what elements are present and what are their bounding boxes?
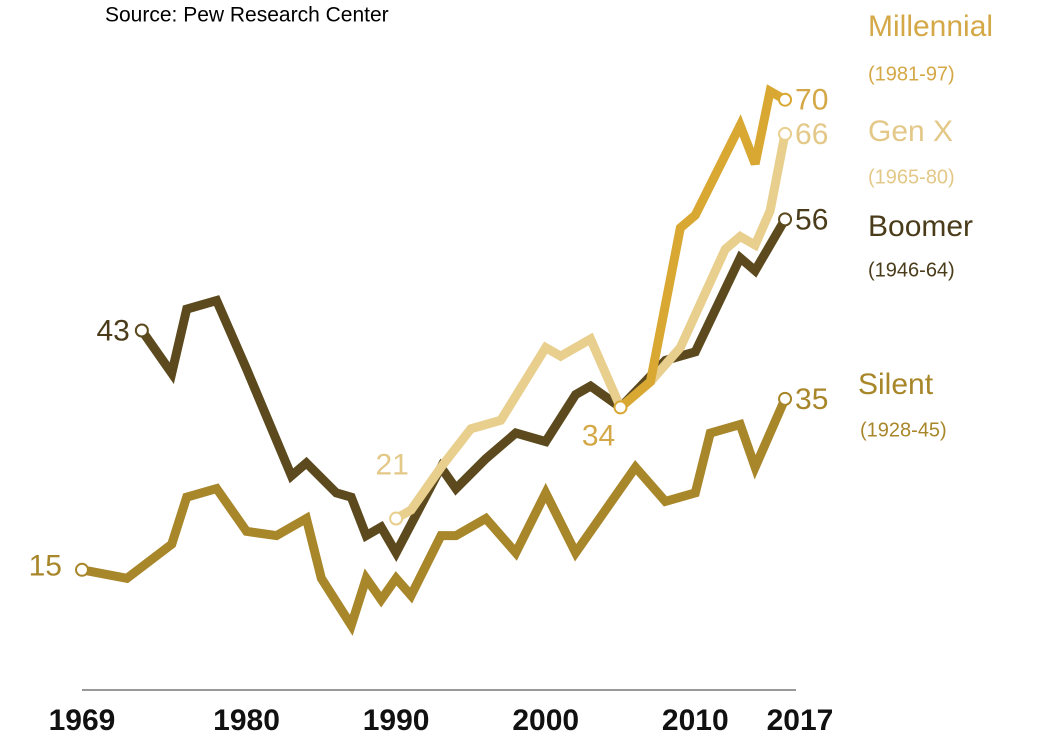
end-marker <box>389 511 404 526</box>
legend-name: Silent <box>858 368 934 401</box>
line <box>393 133 790 523</box>
end-marker <box>778 126 793 141</box>
x-tick-label: 2000 <box>512 704 579 737</box>
line <box>81 397 790 636</box>
x-tick-label: 1990 <box>363 704 430 737</box>
x-tick-label: 1980 <box>213 704 280 737</box>
end-marker <box>75 562 89 577</box>
legend-years: (1946-64) <box>868 259 955 281</box>
end-label: 66 <box>795 118 828 151</box>
end-marker <box>613 400 628 415</box>
line <box>617 84 788 411</box>
legend-name: Gen X <box>868 115 953 148</box>
end-label: 35 <box>795 383 828 416</box>
legend-years: (1965-80) <box>868 166 955 188</box>
end-label: 70 <box>795 84 828 117</box>
start-label: 34 <box>582 419 615 452</box>
legend-years: (1928-45) <box>860 419 947 441</box>
end-marker <box>134 323 149 338</box>
start-label: 15 <box>29 550 62 583</box>
end-marker <box>778 391 793 406</box>
legend-name: Boomer <box>868 210 973 243</box>
end-marker <box>778 212 793 227</box>
start-label: 43 <box>96 314 129 347</box>
x-tick-label: 2017 <box>767 704 834 737</box>
legend-name: Millennial <box>868 10 993 43</box>
x-tick-label: 2010 <box>662 704 729 737</box>
end-label: 56 <box>795 203 828 236</box>
legend-years: (1981-97) <box>868 63 955 85</box>
start-label: 21 <box>375 448 408 481</box>
x-tick-label: 1969 <box>49 704 116 737</box>
line <box>138 217 789 562</box>
source: Source: Pew Research Center <box>105 4 389 27</box>
end-marker <box>778 92 793 107</box>
